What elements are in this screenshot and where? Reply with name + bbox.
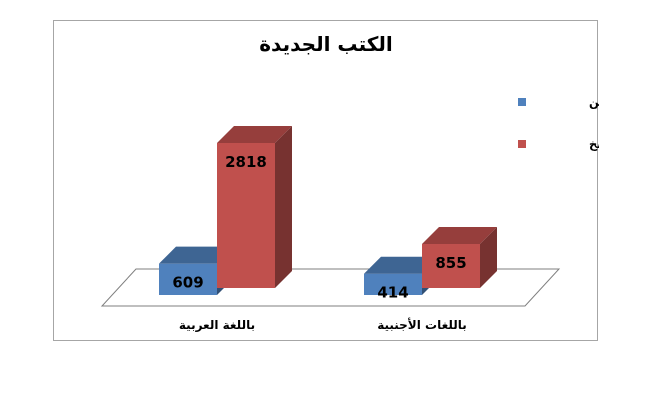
legend-marker [518, 140, 526, 148]
bars-group: 609 2818 414 855 [159, 126, 497, 302]
data-label: 609 [172, 274, 203, 292]
chart-title: الكتب الجديدة [259, 32, 393, 56]
bar-top-face [217, 126, 292, 143]
legend-label: عدد النسخ [589, 137, 599, 151]
bar-side-face [275, 126, 292, 288]
bar-front-face [364, 273, 422, 295]
data-label: 414 [377, 284, 408, 302]
legend: عدد العناوين عدد النسخ [518, 95, 599, 151]
bar-front-face [217, 143, 275, 288]
data-label: 855 [435, 254, 466, 272]
category-label: باللغة العربية [179, 318, 255, 332]
category-labels: باللغة العربية باللغات الأجنبية [179, 317, 467, 332]
legend-label: عدد العناوين [589, 95, 599, 110]
bar-top-face [422, 227, 497, 245]
bar-front-face [422, 244, 480, 288]
bar-side-face [480, 227, 497, 288]
data-label: 2818 [225, 153, 267, 171]
bar-front-face [159, 263, 217, 295]
bar-top-face [364, 256, 439, 274]
bar-top-face [159, 246, 234, 264]
category-label: باللغات الأجنبية [377, 317, 467, 332]
legend-marker [518, 98, 526, 106]
chart-area: الكتب الجديدة 609 2818 414 855 باللغة العرب… [53, 20, 599, 341]
chart-svg: الكتب الجديدة 609 2818 414 855 باللغة العرب… [100, 32, 599, 332]
